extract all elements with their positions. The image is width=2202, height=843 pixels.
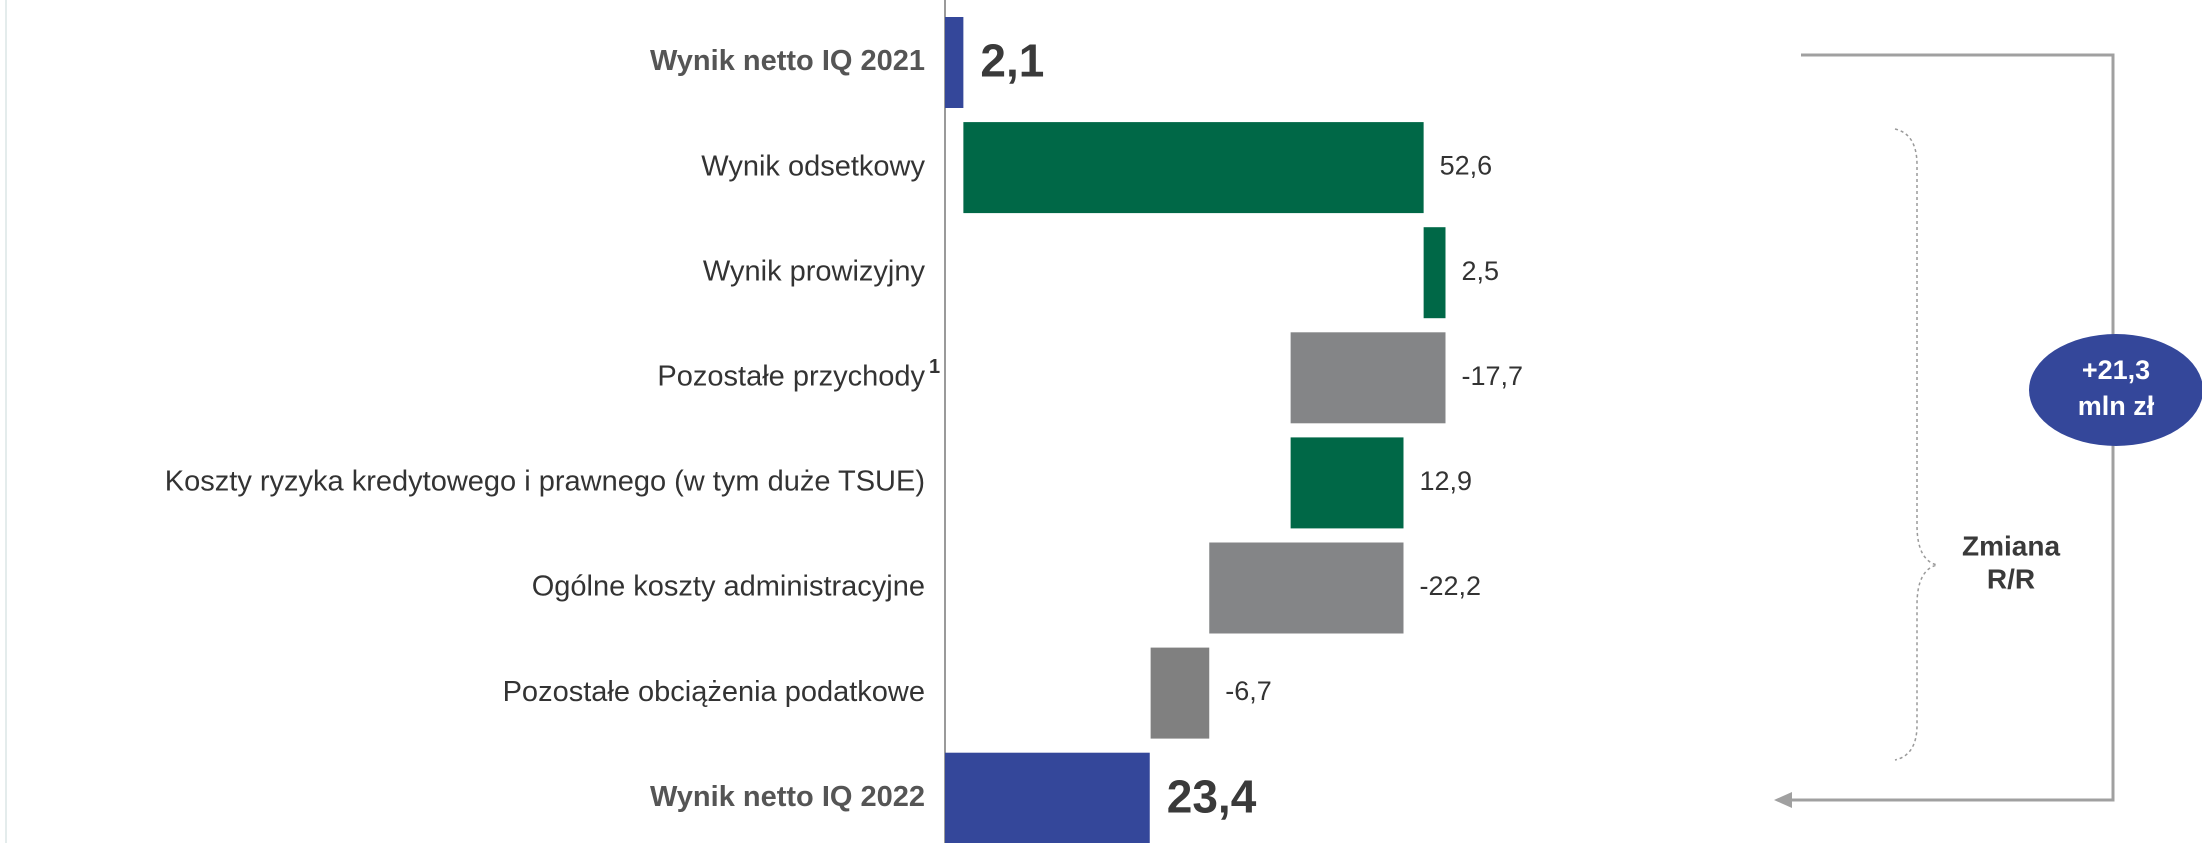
value-label: 12,9 bbox=[1420, 466, 1473, 496]
change-unit: mln zł bbox=[2078, 391, 2155, 421]
bar bbox=[1209, 542, 1404, 634]
footnote-mark: 1 bbox=[929, 356, 940, 378]
value-label: -22,2 bbox=[1420, 571, 1482, 601]
value-label: 2,1 bbox=[980, 35, 1044, 87]
bar bbox=[1150, 647, 1210, 739]
category-label: Koszty ryzyka kredytowego i prawnego (w … bbox=[165, 466, 925, 498]
value-label: 52,6 bbox=[1440, 151, 1493, 181]
category-label: Wynik prowizyjny bbox=[703, 255, 926, 287]
change-label: +21,3 bbox=[2082, 355, 2150, 385]
arrow-head bbox=[1774, 792, 1792, 808]
category-label: Ogólne koszty administracyjne bbox=[532, 571, 925, 603]
bar bbox=[1290, 332, 1446, 424]
category-label: Pozostałe przychody bbox=[657, 360, 925, 392]
bar bbox=[963, 122, 1424, 214]
bar bbox=[1290, 437, 1404, 529]
category-label: Wynik netto IQ 2021 bbox=[650, 45, 925, 77]
value-label: -6,7 bbox=[1225, 676, 1272, 706]
brace bbox=[1894, 128, 1938, 761]
category-label: Pozostałe obciążenia podatkowe bbox=[503, 676, 925, 708]
change-caption: Zmiana bbox=[1962, 530, 2060, 561]
change-caption: R/R bbox=[1987, 563, 2035, 594]
bar bbox=[1423, 227, 1446, 319]
value-label: -17,7 bbox=[1462, 361, 1524, 391]
change-badge bbox=[2029, 334, 2202, 446]
category-label: Wynik netto IQ 2022 bbox=[650, 781, 925, 813]
category-label: Wynik odsetkowy bbox=[701, 150, 925, 182]
bar bbox=[945, 752, 1150, 843]
value-label: 2,5 bbox=[1462, 256, 1500, 286]
bar bbox=[945, 17, 964, 108]
value-label: 23,4 bbox=[1167, 770, 1257, 822]
